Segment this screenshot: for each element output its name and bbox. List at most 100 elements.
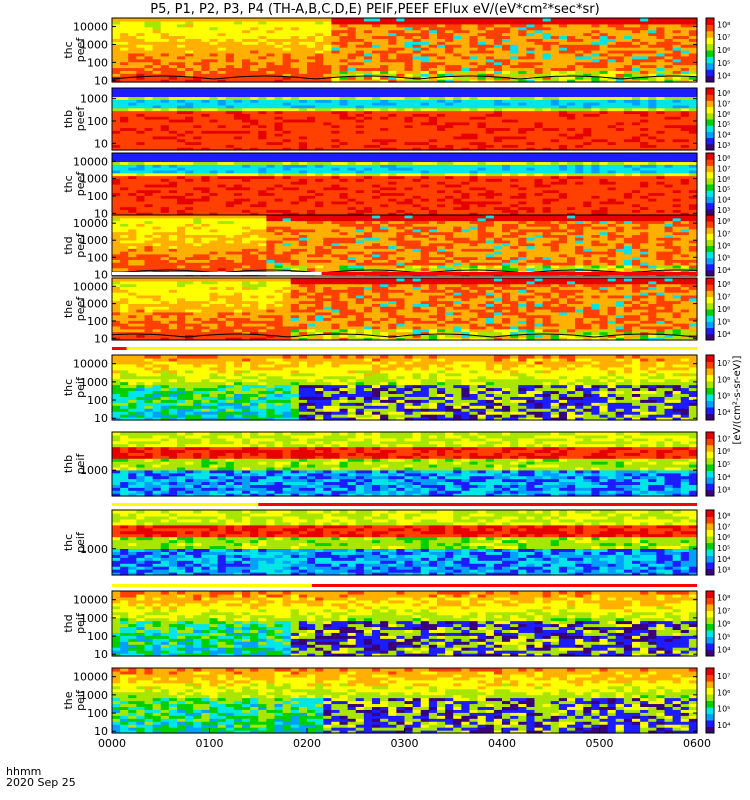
heatmap-cell [152, 96, 162, 100]
heatmap-cell [461, 153, 471, 157]
heatmap-cell [477, 35, 487, 39]
heatmap-cell [591, 70, 601, 74]
heatmap-cell [266, 110, 276, 114]
heatmap-cell [502, 44, 511, 48]
heatmap-cell [242, 61, 251, 66]
figure-title: P5, P1, P2, P3, P4 (TH-A,B,C,D,E) PEIF,P… [150, 2, 600, 17]
colorbar-segment [706, 74, 714, 77]
colorbar-tick-label: 10⁴ [717, 196, 730, 205]
colorbar-segment [706, 29, 714, 32]
heatmap-cell [112, 73, 121, 77]
heatmap-cell [355, 76, 365, 80]
heatmap-cell [258, 138, 267, 143]
heatmap-cell [493, 67, 503, 71]
heatmap-cell [502, 64, 511, 69]
heatmap-cell [233, 26, 243, 31]
heatmap-cell [112, 18, 121, 22]
heatmap-cell [404, 79, 414, 83]
heatmap-cell [152, 99, 162, 103]
heatmap-cell [680, 18, 690, 22]
heatmap-cell [136, 52, 146, 57]
heatmap-cell [461, 76, 471, 80]
heatmap-cell [437, 38, 446, 42]
heatmap-cell [607, 44, 617, 48]
heatmap-cell [185, 138, 194, 143]
heatmap-cell [160, 144, 170, 148]
heatmap-cell [258, 50, 267, 54]
heatmap-cell [201, 102, 211, 106]
heatmap-cell [331, 26, 341, 31]
heatmap-cell [177, 76, 186, 80]
heatmap-cell [396, 73, 406, 77]
heatmap-cell [160, 99, 170, 103]
heatmap-cell [339, 32, 349, 37]
heatmap-cell [664, 32, 674, 37]
heatmap-cell [168, 61, 178, 66]
heatmap-cell [437, 55, 446, 60]
heatmap-cell [160, 96, 170, 100]
heatmap-cell [160, 61, 170, 66]
heatmap-cell [315, 41, 324, 45]
heatmap-cell [250, 23, 259, 28]
heatmap-cell [152, 144, 162, 148]
heatmap-cell [120, 133, 129, 137]
heatmap-cell [298, 47, 308, 51]
y-axis-label: thc [62, 41, 75, 58]
heatmap-cell [518, 55, 527, 60]
heatmap-cell [185, 67, 194, 71]
heatmap-cell [168, 124, 178, 129]
heatmap-cell [688, 79, 698, 83]
heatmap-cell [615, 64, 625, 69]
colorbar-segment [706, 72, 714, 75]
heatmap-cell [274, 141, 284, 145]
heatmap-cell [177, 153, 186, 157]
heatmap-cell [128, 107, 137, 112]
heatmap-cell [185, 58, 194, 63]
heatmap-cell [201, 23, 211, 28]
heatmap-cell [290, 76, 300, 80]
heatmap-cell [526, 67, 536, 71]
heatmap-cell [323, 79, 332, 83]
heatmap-cell [112, 20, 121, 25]
heatmap-cell [120, 138, 129, 143]
heatmap-cell [242, 58, 251, 63]
heatmap-cell [640, 153, 649, 157]
heatmap-cell [168, 26, 178, 31]
heatmap-cell [347, 29, 357, 34]
heatmap-cell [623, 88, 633, 92]
heatmap-cell [266, 18, 276, 22]
heatmap-cell [445, 26, 454, 31]
heatmap-cell [656, 73, 666, 77]
heatmap-cell [510, 47, 519, 51]
heatmap-cell [550, 76, 560, 80]
heatmap-cell [404, 67, 414, 71]
heatmap-cell [128, 124, 137, 129]
heatmap-cell [258, 73, 267, 77]
heatmap-cell [534, 153, 544, 157]
heatmap-cell [209, 18, 219, 22]
heatmap-cell [648, 29, 657, 34]
heatmap-cell [274, 38, 284, 42]
heatmap-cell [388, 76, 397, 80]
heatmap-cell [363, 35, 373, 39]
heatmap-cell [388, 32, 397, 37]
heatmap-cell [461, 32, 471, 37]
heatmap-cell [648, 32, 657, 37]
heatmap-cell [274, 44, 284, 48]
heatmap-cell [615, 35, 625, 39]
heatmap-cell [193, 41, 202, 45]
heatmap-cell [493, 64, 503, 69]
heatmap-cell [217, 58, 227, 63]
heatmap-cell [201, 153, 211, 157]
heatmap-cell [315, 52, 324, 57]
heatmap-cell [526, 58, 536, 63]
heatmap-cell [518, 76, 527, 80]
heatmap-cell [193, 135, 202, 140]
heatmap-cell [469, 76, 479, 80]
heatmap-cell [363, 58, 373, 63]
colorbar-segment [706, 46, 714, 49]
heatmap-cell [307, 52, 316, 57]
heatmap-cell [599, 58, 609, 63]
heatmap-cell [510, 23, 519, 28]
heatmap-cell [445, 55, 454, 60]
